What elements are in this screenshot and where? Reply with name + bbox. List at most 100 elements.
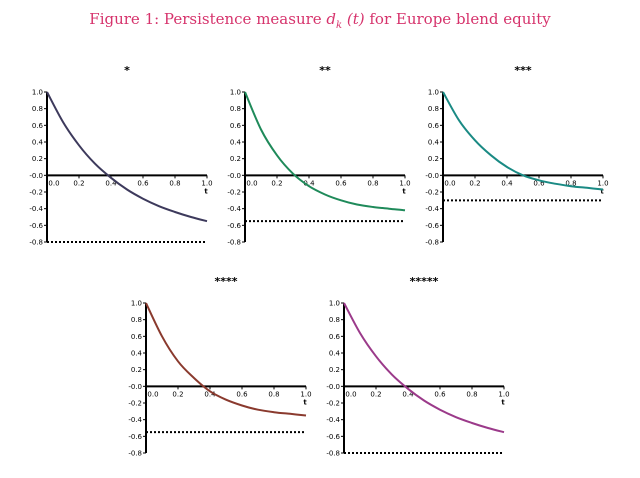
y-tick-label: 0.6 (131, 333, 143, 341)
y-tick-label: -0.2 (128, 400, 142, 408)
x-tick-label: 0.6 (533, 179, 545, 187)
y-tick-label: -0.0 (29, 172, 43, 180)
y-tick-label: -0.4 (326, 416, 340, 424)
y-tick-label: -0.0 (128, 383, 142, 391)
panel-4: **** 1.0 0.8 0.6 0.4 0.2 -0.0 -0.2 -0.4 -0.6 -0.8 0… (128, 275, 311, 458)
x-tick-label: 0.2 (370, 390, 381, 398)
x-tick-label: 1.0 (498, 390, 509, 398)
x-tick-label: 0.6 (236, 390, 248, 398)
x-tick-label: 0.6 (335, 179, 347, 187)
y-tick-label: -0.0 (425, 172, 439, 180)
panel-3: *** 1.0 0.8 0.6 0.4 0.2 -0.0 -0.2 -0.4 -0.6 -0.8 0.… (425, 64, 608, 247)
y-tick-label: -0.4 (29, 205, 43, 213)
x-tick-label: 0.8 (565, 179, 576, 187)
x-tick-label: 0.2 (172, 390, 183, 398)
y-tick-label: -0.6 (128, 433, 142, 441)
x-tick-label: 0.8 (367, 179, 378, 187)
x-axis-label: t (501, 398, 505, 406)
x-tick-label: 0.2 (271, 179, 282, 187)
figure-title-suffix: for Europe blend equity (369, 10, 551, 28)
y-tick-label: -0.2 (425, 189, 439, 197)
figure-title-sub: k (336, 20, 343, 31)
y-tick-label: -0.8 (227, 239, 241, 247)
x-tick-label: 0.2 (469, 179, 480, 187)
panel-title: *** (514, 64, 532, 77)
y-tick-label: -0.0 (227, 172, 241, 180)
series-line (145, 302, 307, 417)
y-tick-label: -0.2 (326, 400, 340, 408)
y-tick-label: 1.0 (32, 89, 43, 97)
x-tick-label: 0.6 (137, 179, 149, 187)
y-tick-label: 1.0 (230, 89, 241, 97)
y-tick-label: 1.0 (131, 300, 142, 308)
y-tick-label: 0.2 (131, 366, 142, 374)
y-tick-label: 0.6 (428, 122, 440, 130)
y-tick-label: -0.4 (425, 205, 439, 213)
x-tick-label: 0.4 (105, 179, 117, 187)
x-tick-label: 0.4 (303, 179, 315, 187)
y-tick-label: 0.4 (131, 350, 143, 358)
figure-title: Figure 1: Persistence measure dk (t) for… (0, 10, 640, 31)
x-axis-label: t (204, 187, 208, 195)
y-tick-label: 0.2 (32, 155, 43, 163)
y-tick-label: -0.2 (29, 189, 43, 197)
y-tick-label: 0.2 (428, 155, 439, 163)
y-tick-label: 0.6 (329, 333, 341, 341)
x-tick-label: 0.6 (434, 390, 446, 398)
y-tick-label: -0.0 (326, 383, 340, 391)
y-tick-label: 0.6 (230, 122, 242, 130)
x-tick-label: 0.0 (147, 390, 158, 398)
y-tick-label: -0.8 (128, 450, 142, 458)
y-tick-label: -0.6 (227, 222, 241, 230)
x-tick-label: 0.0 (48, 179, 59, 187)
y-tick-label: 0.4 (32, 139, 44, 147)
x-axis-label: t (600, 187, 604, 195)
x-tick-label: 0.0 (246, 179, 257, 187)
y-tick-label: 0.8 (230, 105, 241, 113)
panel-1: * 1.0 0.8 0.6 0.4 0.2 -0.0 -0.2 -0.4 -0.6 -0.8 0.0 0… (29, 64, 212, 247)
y-tick-label: 0.8 (329, 316, 340, 324)
x-tick-label: 0.8 (268, 390, 279, 398)
x-tick-label: 1.0 (399, 179, 410, 187)
y-tick-label: 0.8 (32, 105, 43, 113)
y-tick-label: -0.2 (227, 189, 241, 197)
panel-2: ** 1.0 0.8 0.6 0.4 0.2 -0.0 -0.2 -0.4 -0.6 -0.8 0.0… (227, 64, 410, 247)
y-tick-label: 0.4 (428, 139, 440, 147)
x-tick-label: 1.0 (300, 390, 311, 398)
series-line (442, 91, 604, 191)
x-tick-label: 0.4 (204, 390, 216, 398)
y-tick-label: 1.0 (428, 89, 439, 97)
panel-title: ** (319, 64, 331, 77)
panel-5: ***** 1.0 0.8 0.6 0.4 0.2 -0.0 -0.2 -0.4 -0.6 -0.8… (326, 275, 509, 458)
x-tick-label: 0.8 (466, 390, 477, 398)
y-tick-label: -0.6 (29, 222, 43, 230)
panel-title: **** (214, 275, 237, 288)
y-tick-label: 0.8 (131, 316, 142, 324)
x-axis-label: t (303, 398, 307, 406)
series-line (343, 302, 505, 434)
y-tick-label: -0.4 (227, 205, 241, 213)
x-tick-label: 0.4 (501, 179, 513, 187)
panel-title: * (124, 64, 130, 77)
y-tick-label: -0.6 (326, 433, 340, 441)
x-tick-label: 0.0 (444, 179, 455, 187)
figure-title-arg: (t) (342, 10, 370, 28)
panel-title: ***** (410, 275, 439, 288)
y-tick-label: -0.8 (29, 239, 43, 247)
y-tick-label: 0.4 (329, 350, 341, 358)
series-line (244, 91, 406, 212)
figure-title-prefix: Figure 1: Persistence measure (89, 10, 327, 28)
y-tick-label: -0.4 (128, 416, 142, 424)
y-tick-label: 0.8 (428, 105, 439, 113)
x-axis-label: t (402, 187, 406, 195)
x-tick-label: 0.4 (402, 390, 414, 398)
y-tick-label: 1.0 (329, 300, 340, 308)
x-tick-label: 0.2 (73, 179, 84, 187)
y-tick-label: 0.2 (230, 155, 241, 163)
y-tick-label: 0.4 (230, 139, 242, 147)
y-tick-label: -0.6 (425, 222, 439, 230)
x-tick-label: 1.0 (201, 179, 212, 187)
x-tick-label: 0.8 (169, 179, 180, 187)
x-tick-label: 0.0 (345, 390, 356, 398)
